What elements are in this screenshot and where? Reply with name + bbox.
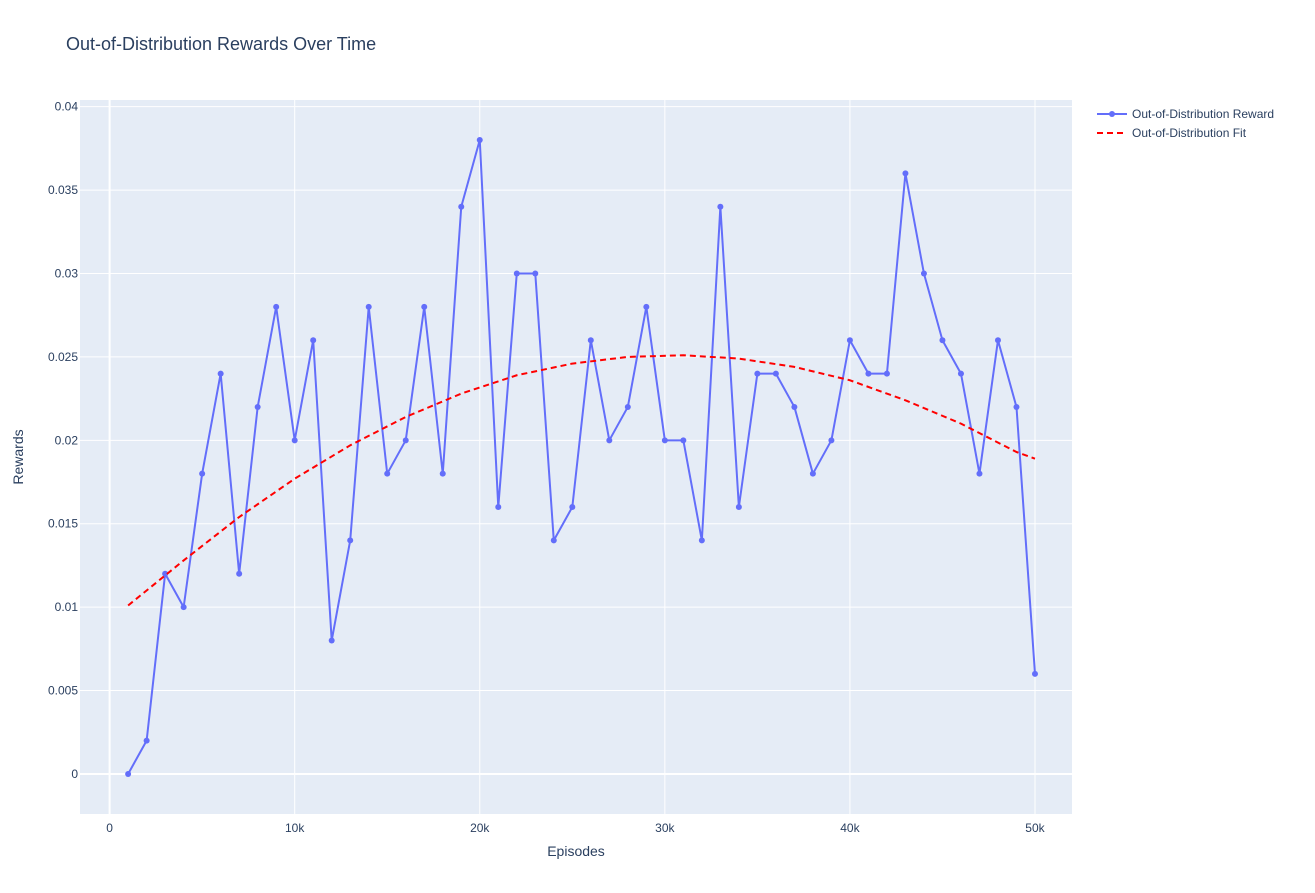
reward-data-point[interactable]	[328, 637, 335, 644]
reward-data-point[interactable]	[236, 570, 243, 577]
reward-data-point[interactable]	[162, 570, 169, 577]
reward-data-point[interactable]	[458, 203, 465, 210]
y-tick-label: 0.005	[48, 684, 78, 698]
y-tick-label: 0.035	[48, 183, 78, 197]
series-layer	[125, 137, 1038, 777]
reward-data-point[interactable]	[125, 770, 132, 777]
grid-lines	[80, 100, 1072, 814]
reward-data-point[interactable]	[865, 370, 872, 377]
reward-data-point[interactable]	[661, 437, 668, 444]
reward-data-point[interactable]	[421, 303, 428, 310]
reward-data-point[interactable]	[1031, 670, 1038, 677]
reward-data-point[interactable]	[791, 403, 798, 410]
reward-data-point[interactable]	[310, 337, 317, 344]
reward-data-point[interactable]	[717, 203, 724, 210]
legend-item-fit[interactable]: Out-of-Distribution Fit	[1097, 126, 1247, 140]
y-tick-label: 0.015	[48, 517, 78, 531]
reward-data-point[interactable]	[809, 470, 816, 477]
x-tick-label: 50k	[1025, 821, 1045, 835]
y-tick-label: 0.03	[55, 266, 79, 280]
reward-data-point[interactable]	[291, 437, 298, 444]
y-tick-label: 0.02	[55, 433, 79, 447]
reward-data-point[interactable]	[587, 337, 594, 344]
reward-data-point[interactable]	[384, 470, 391, 477]
reward-data-point[interactable]	[402, 437, 409, 444]
legend: Out-of-Distribution Reward Out-of-Distri…	[1097, 107, 1274, 140]
reward-data-point[interactable]	[439, 470, 446, 477]
reward-data-point[interactable]	[883, 370, 890, 377]
reward-data-point[interactable]	[606, 437, 613, 444]
reward-data-point[interactable]	[828, 437, 835, 444]
x-tick-label: 20k	[470, 821, 490, 835]
reward-data-point[interactable]	[254, 403, 261, 410]
y-tick-label: 0	[71, 767, 78, 781]
x-tick-label: 30k	[655, 821, 675, 835]
reward-data-point[interactable]	[495, 504, 502, 511]
reward-data-point[interactable]	[476, 137, 483, 144]
reward-data-point[interactable]	[957, 370, 964, 377]
reward-data-point[interactable]	[532, 270, 539, 277]
reward-data-point[interactable]	[643, 303, 650, 310]
reward-data-point[interactable]	[513, 270, 520, 277]
reward-data-point[interactable]	[772, 370, 779, 377]
reward-data-point[interactable]	[143, 737, 150, 744]
reward-data-point[interactable]	[754, 370, 761, 377]
reward-data-point[interactable]	[217, 370, 224, 377]
reward-data-point[interactable]	[902, 170, 909, 177]
reward-data-point[interactable]	[735, 504, 742, 511]
reward-data-point[interactable]	[273, 303, 280, 310]
x-tick-label: 0	[106, 821, 113, 835]
reward-data-point[interactable]	[550, 537, 557, 544]
reward-data-point[interactable]	[365, 303, 372, 310]
reward-data-point[interactable]	[994, 337, 1001, 344]
reward-series-line	[127, 139, 1036, 775]
reward-data-point[interactable]	[976, 470, 983, 477]
reward-data-point[interactable]	[680, 437, 687, 444]
reward-data-point[interactable]	[180, 604, 187, 611]
reward-data-point[interactable]	[698, 537, 705, 544]
x-tick-label: 40k	[840, 821, 860, 835]
legend-label-reward: Out-of-Distribution Reward	[1132, 107, 1274, 121]
y-axis-label: Rewards	[10, 429, 26, 484]
y-tick-label: 0.01	[55, 600, 79, 614]
reward-data-point[interactable]	[199, 470, 206, 477]
chart-title: Out-of-Distribution Rewards Over Time	[66, 34, 376, 54]
x-tick-label: 10k	[285, 821, 305, 835]
reward-data-point[interactable]	[569, 504, 576, 511]
y-tick-label: 0.04	[55, 100, 79, 114]
tick-labels: 0 10k 20k 30k 40k 50k 0 0.005 0.01 0.015 0.02 0.025…	[48, 100, 1046, 835]
reward-data-point[interactable]	[846, 337, 853, 344]
reward-data-point[interactable]	[347, 537, 354, 544]
reward-data-point[interactable]	[624, 403, 631, 410]
x-axis-label: Episodes	[547, 843, 605, 859]
legend-label-fit: Out-of-Distribution Fit	[1132, 126, 1247, 140]
fit-series-line	[127, 354, 1036, 607]
legend-item-reward[interactable]: Out-of-Distribution Reward	[1097, 107, 1274, 121]
reward-data-point[interactable]	[1013, 403, 1020, 410]
reward-data-point[interactable]	[939, 337, 946, 344]
reward-data-point[interactable]	[920, 270, 927, 277]
plot-area	[80, 100, 1072, 814]
legend-marker-reward	[1109, 111, 1115, 117]
y-tick-label: 0.025	[48, 350, 78, 364]
